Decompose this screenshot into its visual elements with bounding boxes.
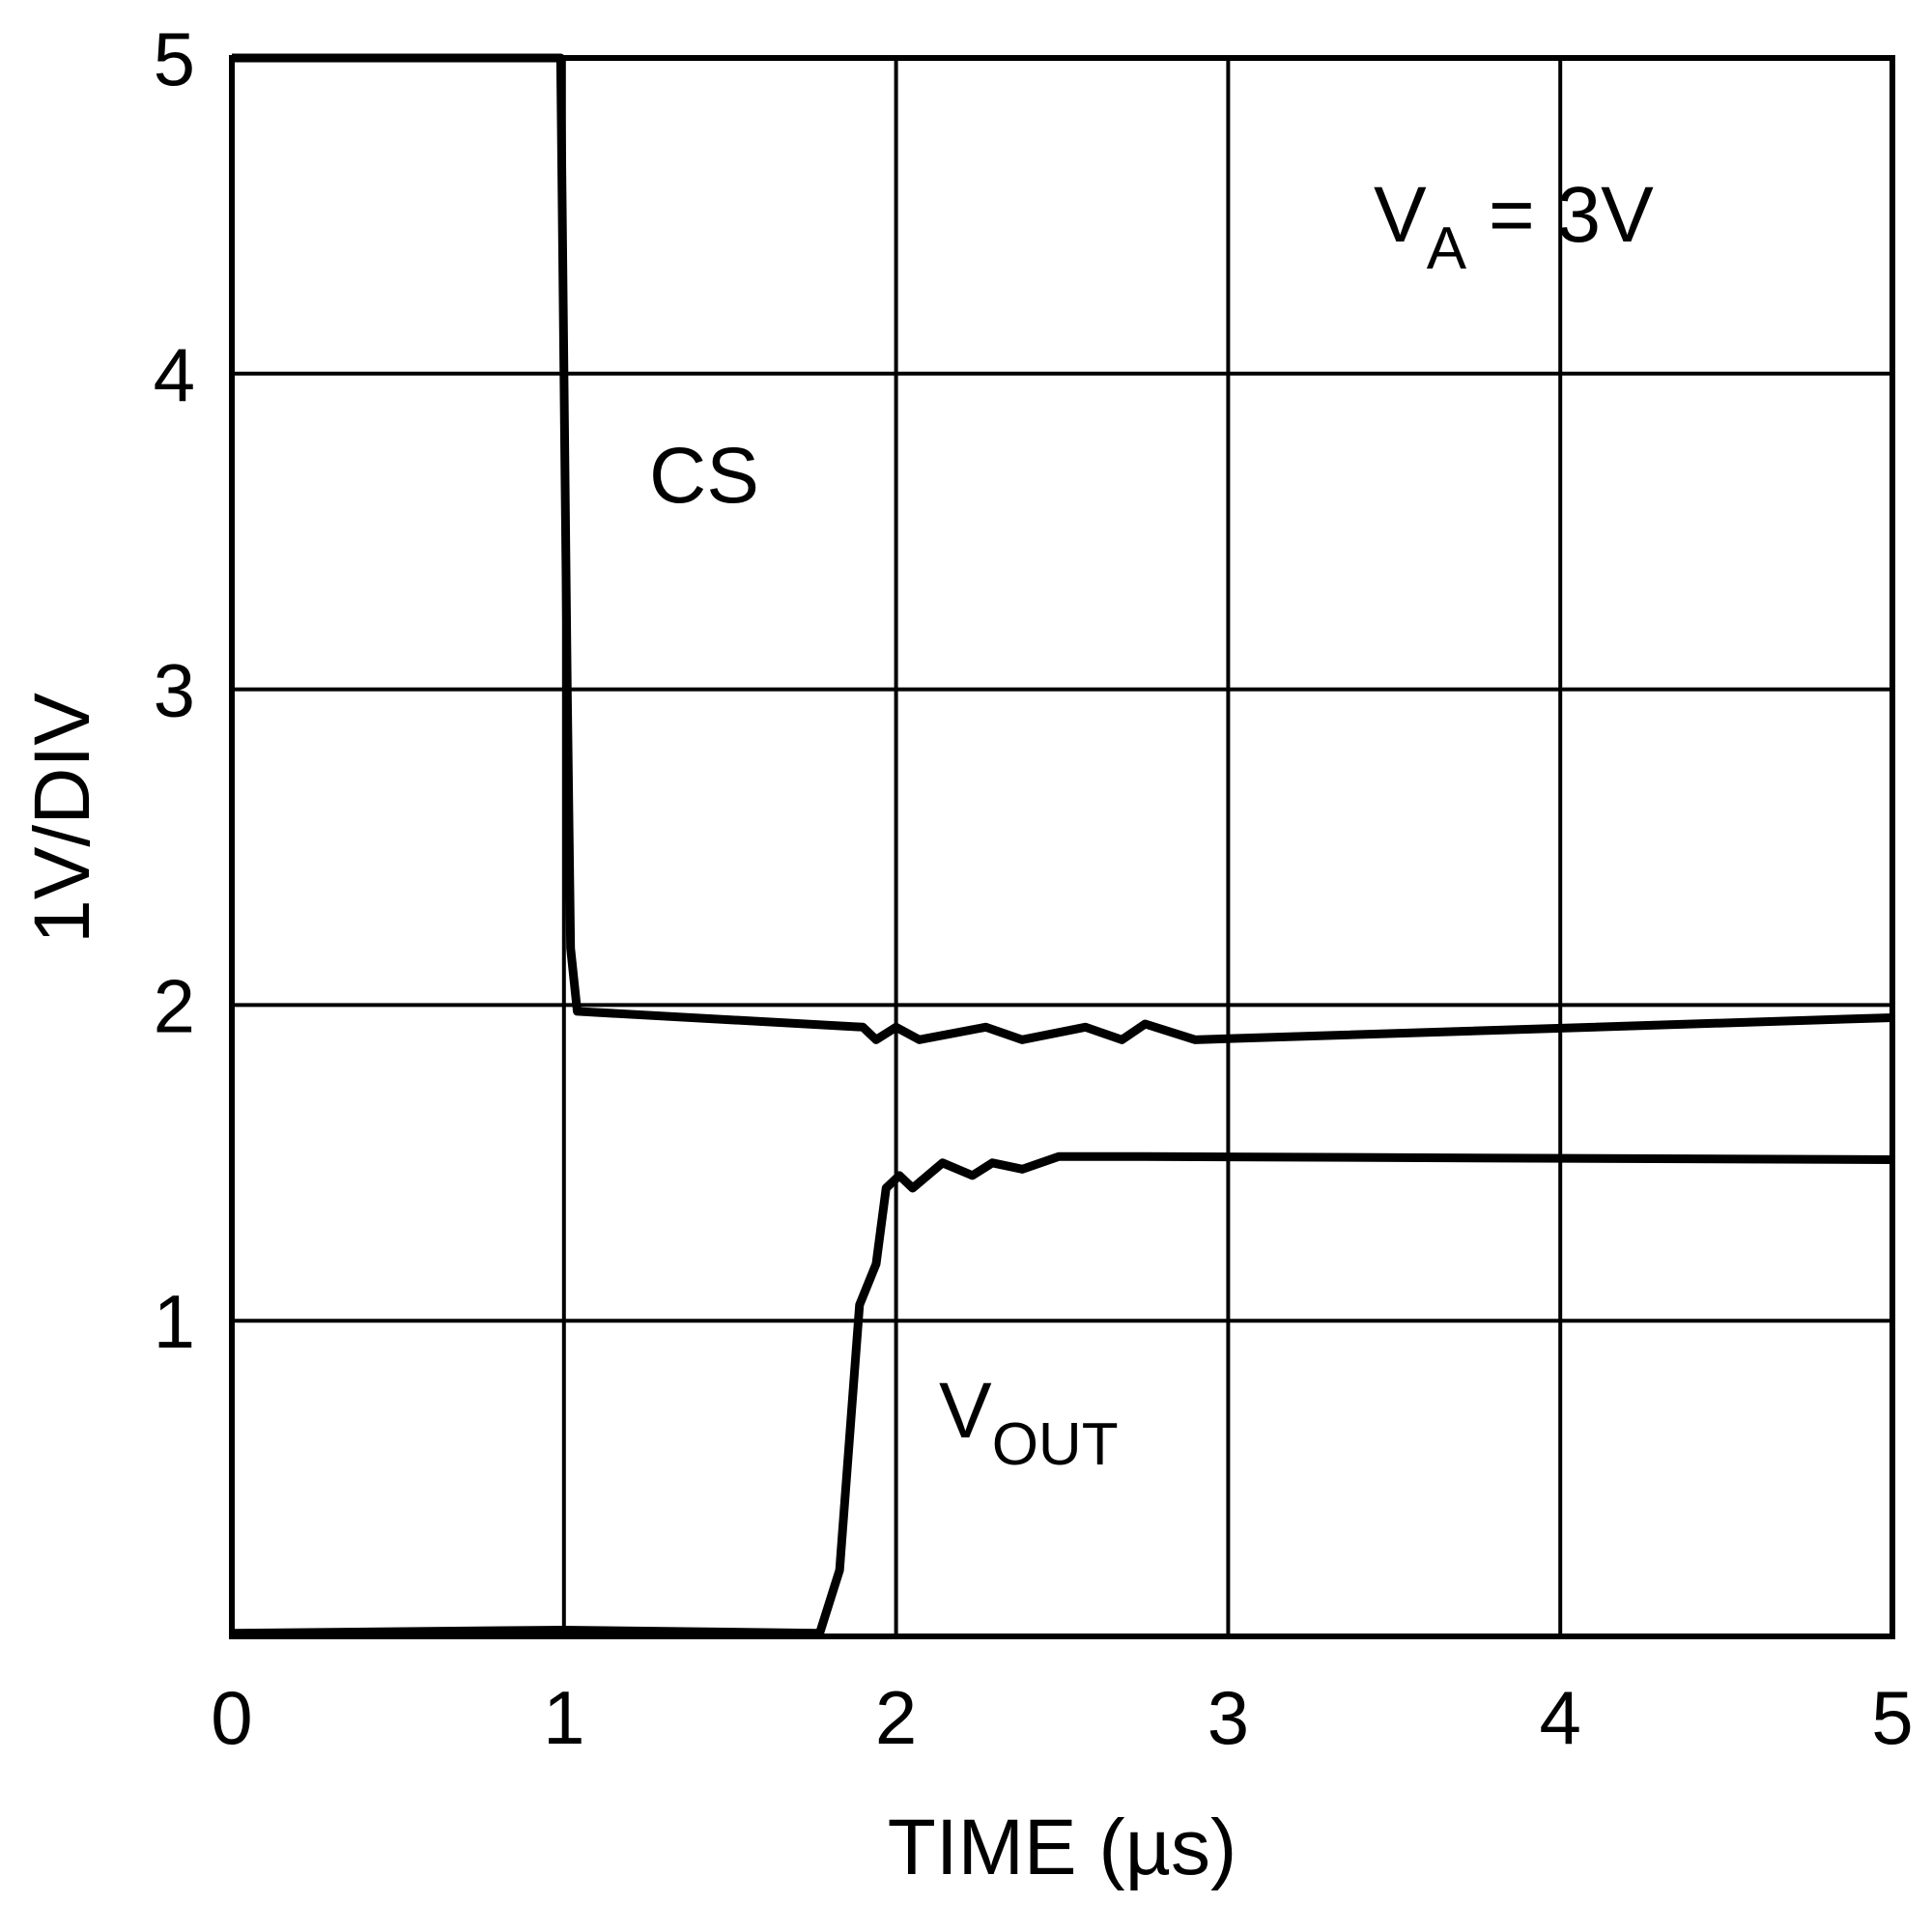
annotation: VA = 3V [1374, 171, 1654, 282]
y-tick-label: 1 [154, 1279, 195, 1364]
series-line [231, 1151, 1893, 1638]
y-tick-label: 4 [154, 332, 195, 417]
x-tick-label: 0 [211, 1675, 252, 1760]
x-tick-label: 5 [1871, 1675, 1913, 1760]
x-axis-label: TIME (µs) [888, 1804, 1237, 1891]
x-tick-label: 4 [1540, 1675, 1581, 1760]
annotation-subscript: A [1427, 215, 1467, 282]
y-axis-label: 1V/DIV [18, 693, 106, 944]
series-line [232, 53, 1893, 1044]
x-tick-label: 2 [875, 1675, 917, 1760]
x-tick-label: 3 [1208, 1675, 1249, 1760]
y-tick-label: 5 [154, 16, 195, 101]
annotation: CS [649, 432, 759, 520]
annotation-text: V [939, 1367, 992, 1455]
annotation-suffix: = 3V [1466, 171, 1654, 259]
annotation-text: CS [649, 432, 759, 520]
y-tick-label: 3 [154, 648, 195, 733]
annotation-text: V [1374, 171, 1427, 259]
annotation: VOUT [939, 1367, 1119, 1478]
x-tick-label: 1 [543, 1675, 584, 1760]
y-tick-label: 2 [154, 963, 195, 1048]
plot-frame [229, 55, 1895, 1639]
annotation-subscript: OUT [992, 1411, 1119, 1478]
